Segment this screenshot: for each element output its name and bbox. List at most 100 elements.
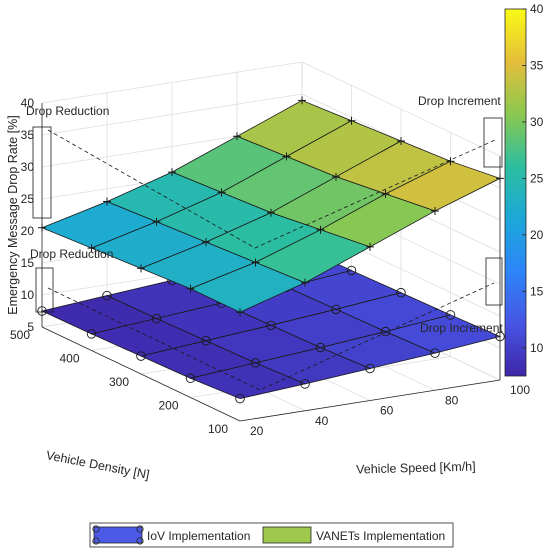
x-tick-label: 60 bbox=[380, 404, 394, 418]
data-point bbox=[381, 189, 390, 198]
data-point bbox=[380, 326, 391, 337]
surface-patch bbox=[189, 362, 307, 400]
data-point bbox=[315, 342, 326, 353]
colorbar-tick-label: 35 bbox=[530, 58, 544, 72]
data-point bbox=[250, 358, 261, 368]
y-tick-label: 500 bbox=[10, 328, 30, 342]
drop-reduction-box bbox=[32, 126, 52, 219]
data-point bbox=[168, 168, 176, 177]
z-tick-label: 40 bbox=[21, 96, 35, 110]
data-point bbox=[267, 208, 275, 217]
data-point bbox=[201, 335, 211, 346]
colorbar-tick-label: 25 bbox=[530, 171, 544, 185]
data-point bbox=[186, 284, 195, 293]
data-point bbox=[445, 310, 456, 320]
data-point bbox=[235, 393, 245, 404]
x-axis-label: Vehicle Speed [Km/h] bbox=[356, 459, 476, 476]
data-point bbox=[396, 287, 406, 298]
drop-reduction-box bbox=[35, 267, 54, 313]
data-point bbox=[185, 373, 196, 384]
data-point bbox=[251, 258, 260, 267]
legend-iov-marker bbox=[136, 525, 144, 533]
data-point bbox=[300, 379, 310, 389]
z-axis-label: Emergency Message Drop Rate [%] bbox=[6, 115, 20, 314]
z-tick-label: 25 bbox=[21, 192, 35, 206]
annotations: Drop Reduction Drop Reduction Drop Increme… bbox=[26, 94, 503, 391]
z-tick-label: 15 bbox=[21, 256, 35, 270]
drop-increment-box bbox=[485, 257, 503, 306]
y-tick-label: 400 bbox=[59, 352, 79, 366]
colorbar-ramp bbox=[504, 8, 527, 377]
y-tick-label: 100 bbox=[208, 422, 228, 436]
legend-iov-label: IoV Implementation bbox=[147, 529, 250, 543]
data-point bbox=[397, 137, 405, 145]
annotation-label: Drop Reduction bbox=[30, 247, 113, 261]
data-point bbox=[316, 225, 325, 234]
data-point bbox=[266, 320, 276, 331]
data-point bbox=[103, 197, 111, 206]
colorbar-tick-label: 40 bbox=[530, 2, 544, 16]
legend-iov-marker bbox=[136, 537, 144, 545]
data-point bbox=[87, 244, 96, 253]
legend-vanet-label: VANETs Implementation bbox=[316, 529, 445, 543]
drop-increment-box bbox=[483, 117, 503, 168]
data-point bbox=[496, 174, 504, 183]
colorbar-tick-label: 15 bbox=[530, 284, 544, 298]
dashed-guide bbox=[47, 282, 495, 391]
data-point bbox=[331, 304, 341, 315]
data-point bbox=[347, 116, 356, 125]
z-tick-label: 30 bbox=[21, 160, 35, 174]
annotation-label: Drop Reduction bbox=[26, 104, 109, 118]
y-axis-label: Vehicle Density [N] bbox=[45, 448, 151, 482]
data-point bbox=[495, 331, 505, 342]
colorbar: 10 15 20 25 30 35 40 bbox=[504, 2, 544, 377]
colorbar-tick-label: 30 bbox=[530, 115, 544, 129]
legend-iov-marker bbox=[92, 525, 100, 533]
data-point bbox=[332, 172, 340, 181]
x-tick-label: 80 bbox=[445, 393, 459, 407]
data-point bbox=[236, 308, 244, 317]
data-point bbox=[102, 290, 112, 301]
data-point bbox=[137, 264, 145, 273]
data-point bbox=[136, 351, 146, 361]
data-point bbox=[301, 278, 309, 287]
data-point bbox=[152, 217, 161, 226]
legend: IoV Implementation VANETs Implementation bbox=[89, 522, 454, 548]
axis-edge bbox=[239, 379, 501, 422]
colorbar-tick-label: 20 bbox=[530, 228, 544, 242]
data-point bbox=[366, 242, 374, 251]
data-point bbox=[37, 306, 47, 316]
data-point bbox=[346, 265, 357, 276]
x-tick-label: 20 bbox=[250, 424, 264, 438]
dashed-guide bbox=[47, 129, 496, 249]
data-point bbox=[430, 348, 440, 358]
x-tick-label: 40 bbox=[315, 414, 329, 428]
data-point bbox=[217, 188, 226, 197]
vanet-surface bbox=[38, 96, 504, 317]
data-point bbox=[151, 313, 162, 324]
wall-grid-line bbox=[301, 61, 501, 157]
data-point bbox=[431, 207, 439, 216]
z-tick-label: 10 bbox=[21, 288, 35, 302]
x-tick-label: 100 bbox=[510, 383, 530, 397]
legend-iov-swatch bbox=[93, 526, 143, 544]
y-tick-label: 200 bbox=[158, 399, 178, 413]
z-tick-label: 5 bbox=[27, 320, 34, 334]
y-tick-label: 300 bbox=[109, 375, 129, 389]
data-point bbox=[86, 329, 97, 339]
data-point bbox=[202, 238, 210, 247]
data-point bbox=[233, 132, 241, 141]
legend-iov-marker bbox=[92, 537, 100, 545]
annotation-label: Drop Increment bbox=[420, 321, 503, 335]
tick-labels: 5 10 15 20 25 30 35 40 100 200 300 400 500 20 40 60 80 10… bbox=[10, 96, 530, 438]
data-point bbox=[282, 152, 291, 161]
annotation-label: Drop Increment bbox=[418, 94, 501, 108]
axis-edge bbox=[41, 326, 241, 422]
colorbar-tick-label: 10 bbox=[530, 341, 544, 355]
data-point bbox=[298, 96, 306, 105]
z-tick-label: 35 bbox=[21, 128, 35, 142]
data-point bbox=[38, 223, 46, 232]
wall-grid-line bbox=[41, 61, 303, 104]
legend-vanet-swatch bbox=[262, 526, 312, 544]
